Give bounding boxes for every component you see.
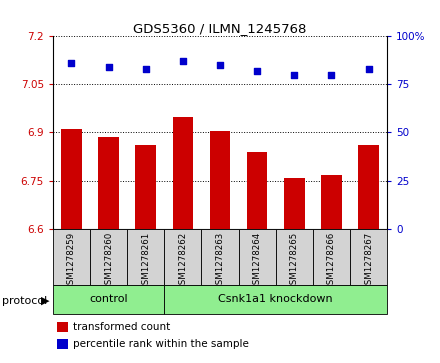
Bar: [164, 285, 387, 314]
Text: transformed count: transformed count: [73, 322, 170, 332]
Text: GSM1278262: GSM1278262: [178, 232, 187, 290]
Point: [105, 64, 112, 70]
Bar: [238, 229, 276, 285]
Point: [142, 66, 149, 72]
Bar: [350, 229, 387, 285]
Bar: [53, 285, 164, 314]
Point: [291, 72, 298, 78]
Bar: [210, 131, 230, 229]
Bar: [61, 129, 81, 229]
Bar: [284, 178, 304, 229]
Point: [180, 58, 187, 64]
Bar: [313, 229, 350, 285]
Bar: [98, 136, 119, 229]
Point: [216, 62, 224, 68]
Bar: [53, 229, 90, 285]
Point: [68, 60, 75, 66]
Text: GSM1278267: GSM1278267: [364, 232, 373, 290]
Bar: [359, 145, 379, 229]
Bar: [276, 229, 313, 285]
Text: Csnk1a1 knockdown: Csnk1a1 knockdown: [218, 294, 333, 305]
Bar: [202, 229, 238, 285]
Bar: [172, 117, 193, 229]
Text: GSM1278266: GSM1278266: [327, 232, 336, 290]
Bar: [247, 152, 268, 229]
Bar: [321, 175, 342, 229]
Text: GSM1278259: GSM1278259: [67, 232, 76, 290]
Bar: [90, 229, 127, 285]
Text: GSM1278260: GSM1278260: [104, 232, 113, 290]
Text: GSM1278264: GSM1278264: [253, 232, 262, 290]
Point: [365, 66, 372, 72]
Bar: [136, 145, 156, 229]
Text: control: control: [89, 294, 128, 305]
Text: percentile rank within the sample: percentile rank within the sample: [73, 339, 249, 349]
Bar: [127, 229, 164, 285]
Point: [253, 68, 260, 74]
Point: [328, 72, 335, 78]
Text: ▶: ▶: [40, 295, 49, 306]
Text: GSM1278265: GSM1278265: [290, 232, 299, 290]
Bar: [164, 229, 202, 285]
Text: protocol: protocol: [2, 295, 48, 306]
Title: GDS5360 / ILMN_1245768: GDS5360 / ILMN_1245768: [133, 22, 307, 35]
Text: GSM1278261: GSM1278261: [141, 232, 150, 290]
Text: GSM1278263: GSM1278263: [216, 232, 224, 290]
